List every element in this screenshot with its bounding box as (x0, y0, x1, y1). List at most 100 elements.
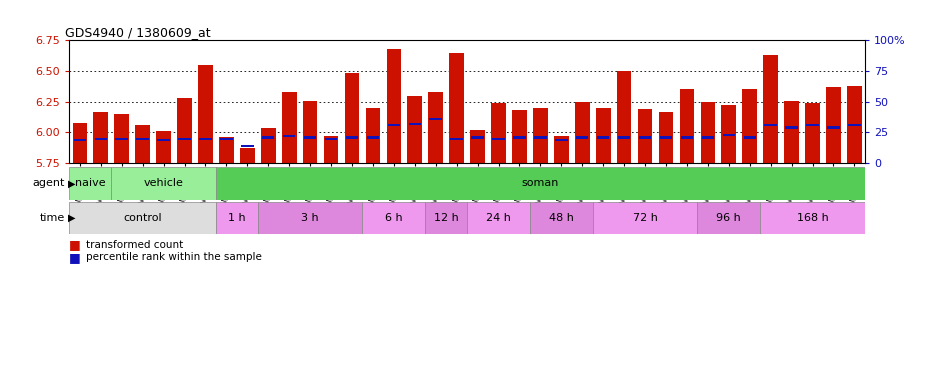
Text: GDS4940 / 1380609_at: GDS4940 / 1380609_at (66, 26, 211, 39)
Bar (492, 137, 505, 140)
Bar (722, 106, 736, 163)
Text: 168 h: 168 h (796, 213, 829, 223)
Bar (387, 49, 401, 163)
Text: time: time (40, 213, 65, 223)
Bar (450, 137, 462, 140)
Bar (681, 136, 693, 139)
Bar (220, 137, 232, 140)
Bar (135, 125, 150, 163)
Bar (261, 127, 276, 163)
Bar (722, 134, 735, 136)
Bar (116, 137, 128, 140)
Bar (325, 137, 338, 140)
Bar (240, 149, 254, 163)
Bar (618, 136, 630, 139)
Bar (74, 139, 86, 141)
Bar (428, 92, 443, 163)
Bar (157, 139, 170, 141)
Bar (94, 137, 107, 140)
Bar (512, 110, 526, 163)
Bar (72, 122, 87, 163)
Bar (639, 136, 651, 139)
Bar (847, 86, 862, 163)
Text: 3 h: 3 h (302, 213, 319, 223)
Text: ■: ■ (69, 238, 81, 251)
Bar (784, 101, 799, 163)
Bar (198, 65, 213, 163)
Text: 24 h: 24 h (487, 213, 511, 223)
Bar (827, 126, 840, 129)
Text: soman: soman (522, 178, 559, 189)
Bar (848, 124, 860, 126)
Bar (69, 202, 216, 234)
Bar (199, 137, 212, 140)
Bar (363, 202, 426, 234)
Bar (262, 136, 275, 139)
Text: control: control (123, 213, 162, 223)
Bar (93, 112, 108, 163)
Bar (345, 73, 359, 163)
Bar (178, 98, 191, 163)
Bar (513, 136, 525, 139)
Text: 48 h: 48 h (549, 213, 574, 223)
Bar (470, 130, 485, 163)
Bar (702, 136, 714, 139)
Bar (283, 135, 295, 137)
Bar (576, 136, 588, 139)
Bar (219, 137, 234, 163)
Bar (407, 96, 422, 163)
Bar (156, 131, 171, 163)
Bar (575, 102, 589, 163)
Bar (680, 89, 695, 163)
Bar (282, 92, 297, 163)
Bar (302, 101, 317, 163)
Bar (596, 108, 611, 163)
Bar (700, 102, 715, 163)
Bar (115, 114, 129, 163)
Bar (472, 136, 484, 139)
Bar (241, 145, 253, 147)
Text: ■: ■ (69, 251, 81, 264)
Bar (554, 136, 569, 163)
Bar (136, 137, 149, 140)
Text: 72 h: 72 h (633, 213, 658, 223)
Text: 96 h: 96 h (717, 213, 741, 223)
Bar (426, 202, 467, 234)
Bar (743, 89, 757, 163)
Bar (409, 123, 421, 125)
Bar (659, 112, 673, 163)
Bar (805, 103, 820, 163)
Text: ▶: ▶ (68, 178, 76, 189)
Bar (533, 108, 548, 163)
Bar (366, 136, 379, 139)
Bar (744, 136, 756, 139)
Text: naive: naive (75, 178, 105, 189)
Text: ▶: ▶ (68, 213, 76, 223)
Bar (760, 202, 865, 234)
Bar (216, 202, 258, 234)
Bar (637, 109, 652, 163)
Text: agent: agent (32, 178, 65, 189)
Bar (697, 202, 760, 234)
Bar (597, 136, 610, 139)
Bar (258, 202, 363, 234)
Bar (216, 167, 865, 200)
Bar (764, 124, 777, 126)
Bar (660, 136, 672, 139)
Bar (467, 202, 530, 234)
Bar (346, 136, 358, 139)
Bar (763, 55, 778, 163)
Bar (450, 53, 464, 163)
Bar (179, 137, 191, 140)
Bar (429, 118, 442, 120)
Bar (555, 139, 568, 141)
Text: percentile rank within the sample: percentile rank within the sample (86, 252, 262, 262)
Bar (111, 167, 216, 200)
Text: 1 h: 1 h (228, 213, 246, 223)
Bar (807, 124, 819, 126)
Bar (534, 136, 547, 139)
Text: 12 h: 12 h (434, 213, 459, 223)
Bar (69, 167, 111, 200)
Bar (593, 202, 697, 234)
Text: transformed count: transformed count (86, 240, 183, 250)
